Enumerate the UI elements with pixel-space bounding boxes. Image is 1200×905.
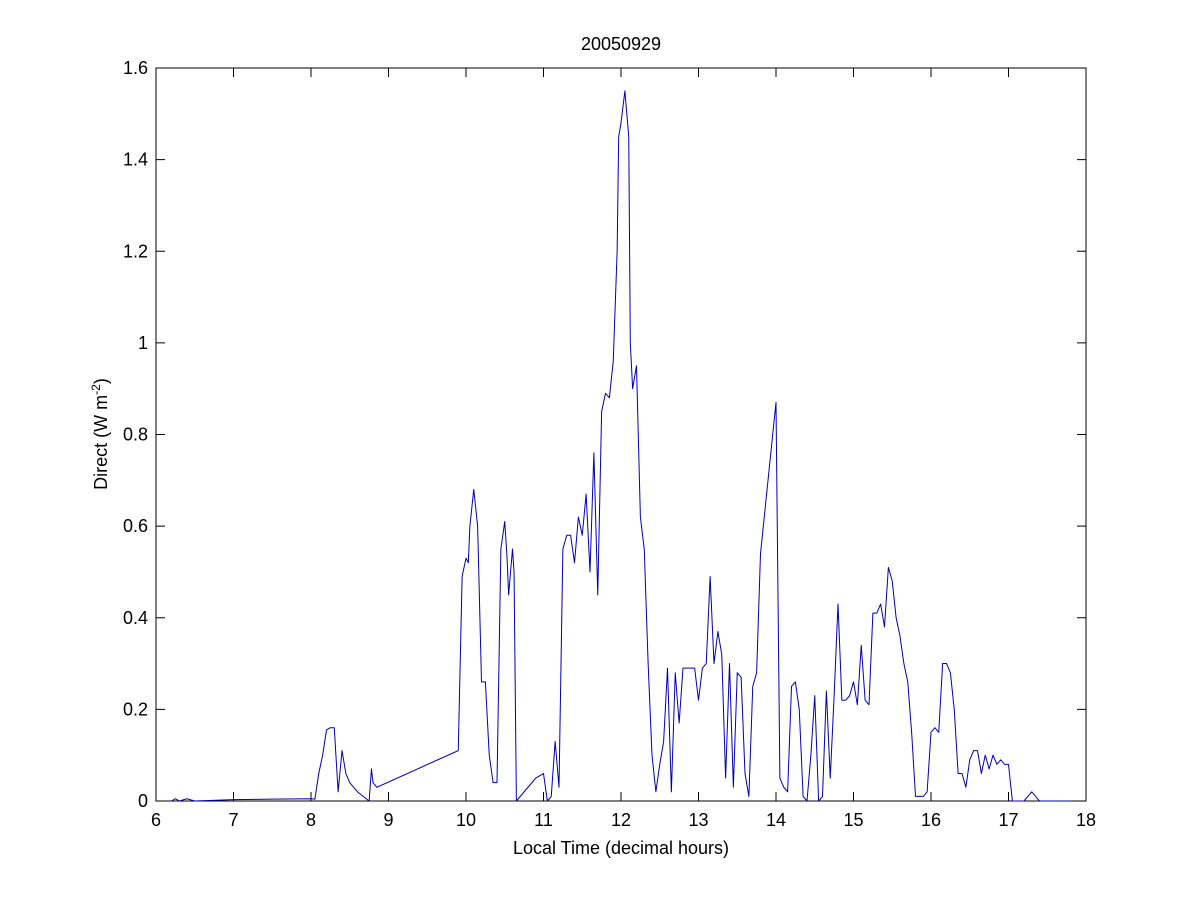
x-tick-label: 18 — [1076, 810, 1096, 830]
y-tick-label: 0.2 — [123, 699, 148, 719]
chart-title: 20050929 — [581, 34, 661, 54]
x-axis-label: Local Time (decimal hours) — [513, 838, 729, 858]
x-tick-label: 16 — [921, 810, 941, 830]
y-axis-label-exponent: -2 — [89, 384, 103, 395]
x-tick-label: 7 — [228, 810, 238, 830]
x-tick-label: 11 — [534, 810, 553, 830]
y-tick-label: 1.4 — [123, 150, 148, 170]
x-tick-label: 9 — [383, 810, 393, 830]
y-tick-label: 1 — [138, 333, 148, 353]
y-axis-label-text: Direct (W m — [91, 395, 111, 490]
y-axis-label-close: ) — [91, 378, 111, 384]
x-tick-label: 15 — [843, 810, 863, 830]
y-tick-label: 1.6 — [123, 58, 148, 78]
y-axis-label: Direct (W m-2) — [89, 378, 111, 490]
x-tick-label: 6 — [151, 810, 161, 830]
plot-area — [155, 67, 1087, 802]
x-tick-label: 13 — [688, 810, 708, 830]
x-tick-label: 10 — [456, 810, 476, 830]
y-tick-label: 0.4 — [123, 608, 148, 628]
y-tick-label: 1.2 — [123, 241, 148, 261]
series-line — [171, 90, 1071, 802]
x-tick-label: 8 — [306, 810, 316, 830]
x-tick-label: 14 — [766, 810, 786, 830]
y-tick-label: 0.6 — [123, 516, 148, 536]
axis-ticks: 6 7 8 9 10 11 12 13 14 15 16 17 18 0 0.2 0.4 0.6 0.8 1 1.2 1… — [123, 58, 1096, 830]
x-tick-label: 17 — [998, 810, 1018, 830]
y-tick-label: 0 — [138, 791, 148, 811]
y-tick-label: 0.8 — [123, 425, 148, 445]
x-tick-label: 12 — [611, 810, 631, 830]
